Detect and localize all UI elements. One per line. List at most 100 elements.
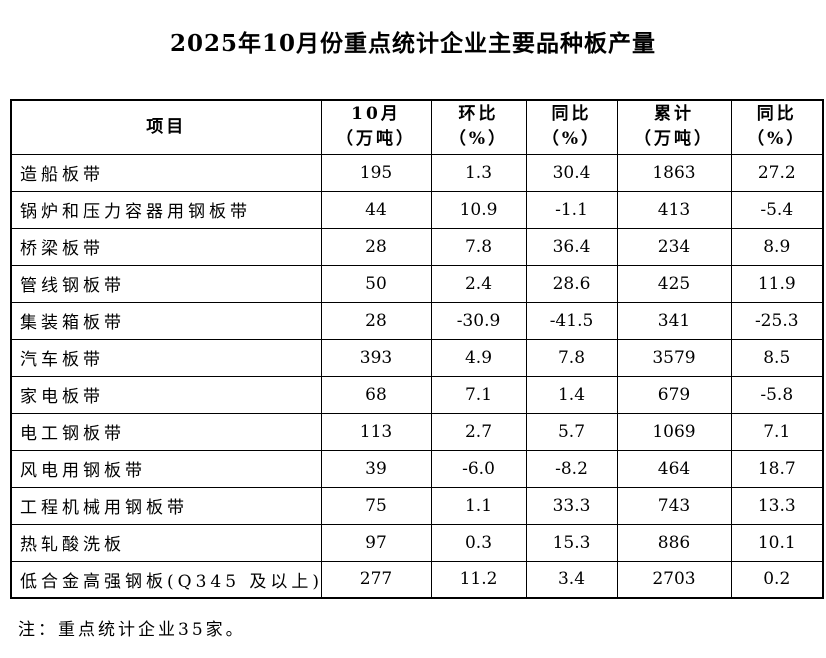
table-row: 家电板带 68 7.1 1.4 679 -5.8 (10, 375, 824, 414)
value-cell: 1.4 (525, 375, 618, 414)
table-row: 管线钢板带 50 2.4 28.6 425 11.9 (10, 264, 824, 303)
table-row: 工程机械用钢板带 75 1.1 33.3 743 13.3 (10, 486, 824, 525)
value-cell: 393 (320, 338, 432, 377)
value-cell: 464 (616, 449, 732, 488)
header-unit: （万吨） (336, 129, 416, 150)
header-unit: （%） (541, 129, 602, 150)
page-title: 2025年10月份重点统计企业主要品种板产量 (169, 30, 657, 57)
header-line: 同比 (756, 104, 797, 125)
value-cell: -8.2 (525, 449, 618, 488)
value-cell: 0.3 (430, 523, 527, 562)
value-cell: 13.3 (730, 486, 824, 525)
header-line: 10月 (351, 104, 401, 125)
value-cell: -1.1 (525, 190, 618, 229)
item-cell: 热轧酸洗板 (10, 523, 322, 562)
value-cell: -30.9 (430, 301, 527, 340)
value-cell: 7.1 (730, 412, 824, 451)
value-cell: 743 (616, 486, 732, 525)
item-cell: 锅炉和压力容器用钢板带 (10, 190, 322, 229)
header-line: 环比 (458, 104, 499, 125)
value-cell: 15.3 (525, 523, 618, 562)
item-cell: 集装箱板带 (10, 301, 322, 340)
value-cell: 1863 (616, 153, 732, 192)
value-cell: 44 (320, 190, 432, 229)
value-cell: 8.5 (730, 338, 824, 377)
header-unit: （%） (747, 129, 807, 150)
value-cell: 3579 (616, 338, 732, 377)
value-cell: 3.4 (525, 560, 618, 599)
item-cell: 造船板带 (10, 153, 322, 192)
column-header-cumulative-yoy: 同比 （%） (730, 99, 824, 155)
footnote: 注：重点统计企业35家。 (18, 620, 246, 640)
table-row: 造船板带 195 1.3 30.4 1863 27.2 (10, 153, 824, 192)
value-cell: 28.6 (525, 264, 618, 303)
value-cell: 113 (320, 412, 432, 451)
value-cell: 2.4 (430, 264, 527, 303)
value-cell: 234 (616, 227, 732, 266)
value-cell: 28 (320, 227, 432, 266)
table-row: 汽车板带 393 4.9 7.8 3579 8.5 (10, 338, 824, 377)
value-cell: 28 (320, 301, 432, 340)
column-header-october: 10月 （万吨） (320, 99, 432, 155)
value-cell: 68 (320, 375, 432, 414)
value-cell: 0.2 (730, 560, 824, 599)
header-unit: （万吨） (634, 129, 714, 150)
value-cell: 277 (320, 560, 432, 599)
value-cell: 27.2 (730, 153, 824, 192)
value-cell: 10.9 (430, 190, 527, 229)
production-table: 项目 10月 （万吨） 环比 （%） 同比 （%） 累计 （万吨） (10, 99, 824, 599)
value-cell: 39 (320, 449, 432, 488)
header-unit: （%） (448, 129, 509, 150)
header-line: 项目 (146, 116, 187, 137)
value-cell: 7.1 (430, 375, 527, 414)
item-cell: 低合金高强钢板(Q345 及以上) (10, 560, 322, 599)
item-cell: 风电用钢板带 (10, 449, 322, 488)
item-cell: 电工钢板带 (10, 412, 322, 451)
value-cell: 1.3 (430, 153, 527, 192)
column-header-item: 项目 (10, 99, 322, 155)
table-row: 风电用钢板带 39 -6.0 -8.2 464 18.7 (10, 449, 824, 488)
table-header-row: 项目 10月 （万吨） 环比 （%） 同比 （%） 累计 （万吨） (10, 99, 824, 155)
value-cell: 2703 (616, 560, 732, 599)
header-line: 累计 (654, 104, 694, 125)
value-cell: 75 (320, 486, 432, 525)
item-cell: 管线钢板带 (10, 264, 322, 303)
value-cell: 50 (320, 264, 432, 303)
column-header-cumulative: 累计 （万吨） (616, 99, 732, 155)
value-cell: -41.5 (525, 301, 618, 340)
table-row: 电工钢板带 113 2.7 5.7 1069 7.1 (10, 412, 824, 451)
value-cell: 36.4 (525, 227, 618, 266)
value-cell: 679 (616, 375, 732, 414)
value-cell: 8.9 (730, 227, 824, 266)
header-line: 同比 (551, 104, 592, 125)
value-cell: 7.8 (430, 227, 527, 266)
value-cell: -5.4 (730, 190, 824, 229)
item-cell: 汽车板带 (10, 338, 322, 377)
value-cell: 30.4 (525, 153, 618, 192)
value-cell: 425 (616, 264, 732, 303)
value-cell: 4.9 (430, 338, 527, 377)
value-cell: 7.8 (525, 338, 618, 377)
value-cell: 5.7 (525, 412, 618, 451)
value-cell: 11.9 (730, 264, 824, 303)
value-cell: 886 (616, 523, 732, 562)
value-cell: -25.3 (730, 301, 824, 340)
table-row: 低合金高强钢板(Q345 及以上) 277 11.2 3.4 2703 0.2 (10, 560, 824, 599)
column-header-mom: 环比 （%） (430, 99, 527, 155)
value-cell: 18.7 (730, 449, 824, 488)
column-header-yoy: 同比 （%） (525, 99, 618, 155)
value-cell: 1.1 (430, 486, 527, 525)
item-cell: 桥梁板带 (10, 227, 322, 266)
value-cell: 195 (320, 153, 432, 192)
value-cell: 33.3 (525, 486, 618, 525)
table-row: 集装箱板带 28 -30.9 -41.5 341 -25.3 (10, 301, 824, 340)
item-cell: 工程机械用钢板带 (10, 486, 322, 525)
value-cell: 97 (320, 523, 432, 562)
table-row: 桥梁板带 28 7.8 36.4 234 8.9 (10, 227, 824, 266)
value-cell: 11.2 (430, 560, 527, 599)
value-cell: -6.0 (430, 449, 527, 488)
item-cell: 家电板带 (10, 375, 322, 414)
table-row: 锅炉和压力容器用钢板带 44 10.9 -1.1 413 -5.4 (10, 190, 824, 229)
value-cell: -5.8 (730, 375, 824, 414)
